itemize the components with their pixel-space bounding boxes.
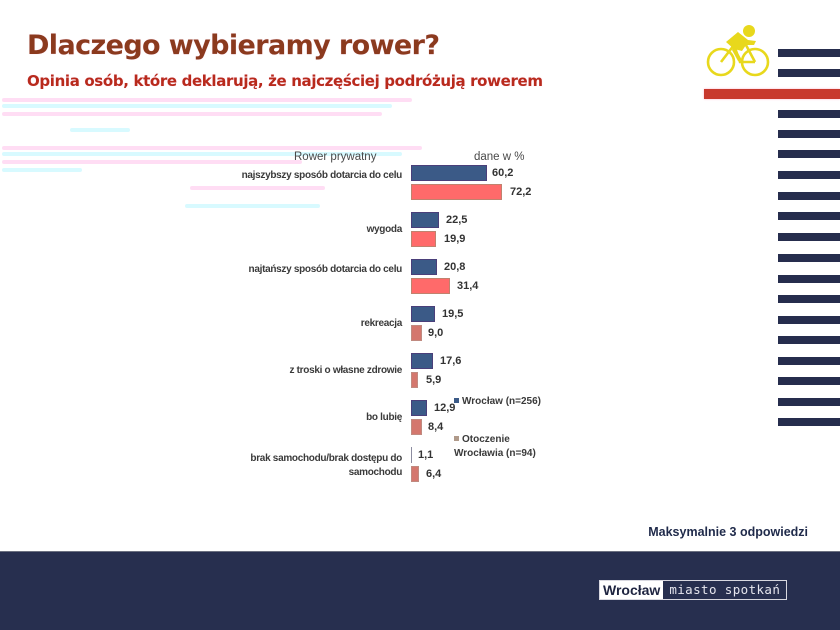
bar-value: 9,0 (428, 327, 444, 339)
page-title: Dlaczego wybieramy rower? (27, 30, 440, 61)
bar-value: 6,4 (426, 468, 442, 480)
bar-wroclaw (411, 212, 439, 228)
bar-wroclaw (411, 306, 435, 322)
bar-value: 12,9 (434, 402, 456, 414)
bar-value: 19,9 (444, 233, 466, 245)
category-label: z troski o własne zdrowie (289, 365, 402, 376)
bar-wroclaw (411, 259, 437, 275)
category-label: bo lubię (366, 412, 402, 423)
bar-wroclaw (411, 165, 487, 181)
category-label: brak samochodu/brak dostępu do samochodu (250, 453, 402, 478)
bar-value: 31,4 (457, 280, 479, 292)
bar-value: 22,5 (446, 214, 468, 226)
bar-value: 8,4 (428, 421, 444, 433)
bar-value: 5,9 (426, 374, 442, 386)
bar-otoczenie (411, 231, 436, 247)
bar-wroclaw (411, 447, 412, 463)
bar-value: 72,2 (510, 186, 532, 198)
legend-swatch (454, 435, 459, 441)
bicycle-icon (706, 25, 770, 77)
wroclaw-logo: Wrocław miasto spotkań (599, 580, 788, 600)
category-label: najtańszy sposób dotarcia do celu (248, 264, 403, 275)
bar-otoczenie (411, 278, 450, 294)
bar-value: 60,2 (492, 167, 514, 179)
answers-note: Maksymalnie 3 odpowiedzi (648, 525, 808, 539)
footer (0, 551, 840, 630)
category-label: rekreacja (360, 318, 403, 329)
legend-item-wroclaw: Wrocław (n=256) (454, 395, 541, 409)
bar-otoczenie (411, 419, 422, 435)
logo-main: Wrocław (600, 581, 664, 599)
bar-value: 19,5 (442, 308, 464, 320)
page-subtitle: Opinia osób, które deklarują, że najczęś… (27, 72, 543, 90)
legend-label: Wrocław (n=256) (462, 396, 542, 407)
category-label: wygoda (366, 224, 403, 235)
bar-wroclaw (411, 400, 427, 416)
accent-bar (704, 89, 840, 99)
bar-otoczenie (411, 466, 419, 482)
category-label: najszybszy sposób dotarcia do celu (241, 170, 403, 181)
legend-item-otoczenie: Otoczenie Wrocławia (n=94) (454, 433, 544, 461)
bar-otoczenie (411, 372, 418, 388)
bar-wroclaw (411, 353, 433, 369)
bar-value: 17,6 (440, 355, 462, 367)
legend-swatch (454, 397, 459, 403)
bar-value: 1,1 (418, 449, 434, 461)
chart-heading: Rower prywatny (294, 151, 377, 163)
chart-unit-label: dane w % (474, 151, 525, 163)
logo-tagline: miasto spotkań (669, 582, 781, 597)
bar-value: 20,8 (444, 261, 466, 273)
bar-otoczenie (411, 325, 422, 341)
bar-otoczenie (411, 184, 502, 200)
legend-label: Otoczenie Wrocławia (n=94) (454, 434, 536, 459)
